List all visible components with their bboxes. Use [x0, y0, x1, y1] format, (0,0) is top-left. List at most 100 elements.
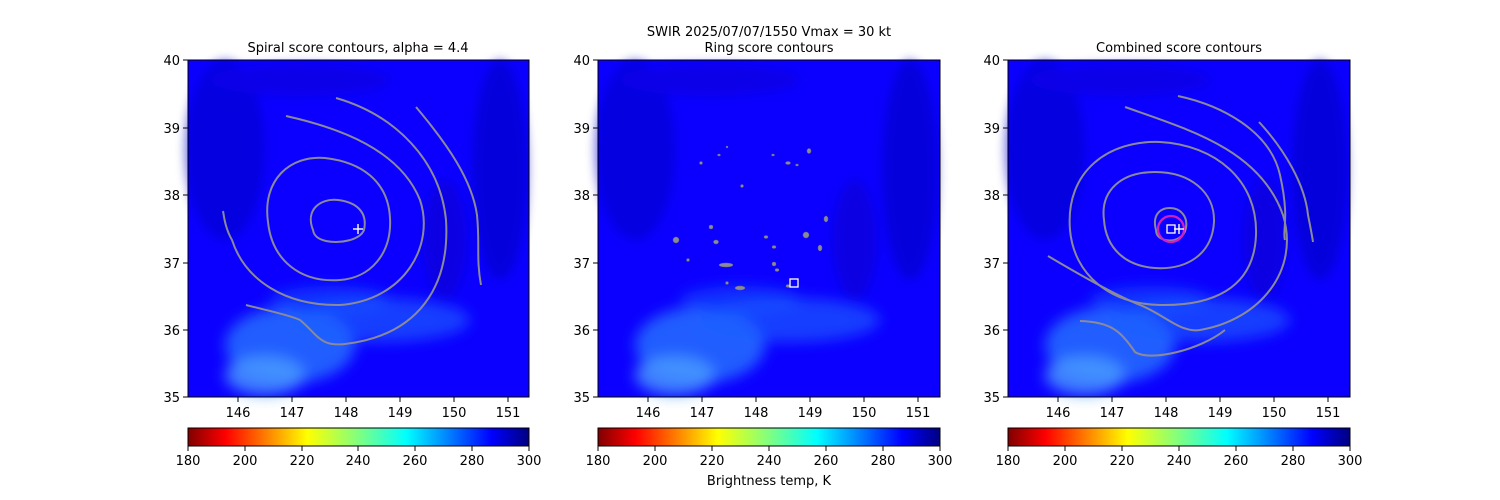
- colorbar-tick-label: 240: [1167, 454, 1192, 469]
- contour-line: [1258, 121, 1314, 243]
- x-tick-label: 146: [636, 406, 661, 421]
- colorbar-label: Brightness temp, K: [707, 474, 832, 489]
- contour-blob: [717, 153, 721, 157]
- colorbar-gradient: [597, 427, 941, 447]
- dark-cloud-bands: [595, 60, 938, 300]
- score-contours: [1047, 95, 1314, 357]
- contour-blob: [708, 224, 714, 230]
- x-tick-label: 150: [1262, 406, 1287, 421]
- x-tick-label: 148: [1154, 406, 1179, 421]
- satellite-image: [185, 60, 529, 397]
- contour-line: [1079, 320, 1226, 357]
- contour-line: [1047, 106, 1288, 332]
- contour-blob: [771, 261, 777, 267]
- contour-blob: [771, 245, 777, 249]
- y-axis: 40 39 38 37 36 35: [983, 54, 1008, 406]
- x-tick-label: 149: [1208, 406, 1233, 421]
- x-tick-label: 148: [334, 406, 359, 421]
- y-axis: 40 39 38 37 36 35: [163, 54, 188, 406]
- x-axis: 146 147 148 149 150 151: [1046, 397, 1341, 421]
- contour-blob: [763, 235, 769, 239]
- colorbar-tick-label: 240: [346, 454, 371, 469]
- colorbar-tick-label: 180: [586, 454, 611, 469]
- colorbar-tick-label: 300: [517, 454, 542, 469]
- contour-blob: [823, 215, 829, 223]
- panel-spiral: Spiral score contours, alpha = 4.4: [163, 41, 541, 469]
- contour-blob: [672, 236, 680, 244]
- y-tick-label: 39: [163, 122, 180, 137]
- center-plus-marker: [1174, 224, 1184, 234]
- x-axis: 146 147 148 149 150 151: [636, 397, 931, 421]
- contour-blob: [725, 281, 729, 285]
- dark-cloud-bands: [1005, 60, 1348, 300]
- x-tick-label: 146: [226, 406, 251, 421]
- colorbar-tick-label: 220: [1110, 454, 1135, 469]
- contour-blob: [802, 231, 810, 239]
- y-tick-label: 35: [573, 391, 590, 406]
- x-tick-label: 149: [388, 406, 413, 421]
- contour-line: [310, 198, 366, 243]
- cloud-band: [1045, 286, 1290, 395]
- colorbar: 180 200 220 240 260 280 300 Brightness t…: [586, 427, 953, 489]
- panel-title: Spiral score contours, alpha = 4.4: [247, 41, 468, 56]
- colorbar-tick-label: 300: [1338, 454, 1363, 469]
- figure-suptitle: SWIR 2025/07/07/1550 Vmax = 30 kt: [647, 25, 891, 40]
- satellite-image: [595, 60, 940, 397]
- y-tick-label: 37: [983, 257, 1000, 272]
- y-tick-label: 40: [983, 54, 1000, 69]
- colorbar-tick-label: 260: [814, 454, 839, 469]
- y-axis: 40 39 38 37 36 35: [573, 54, 598, 406]
- contour-blob: [686, 258, 690, 262]
- contour-blob: [740, 184, 744, 188]
- colorbar-tick-label: 280: [871, 454, 896, 469]
- y-tick-label: 36: [573, 324, 590, 339]
- x-tick-label: 151: [1316, 406, 1341, 421]
- colorbar-tick-label: 240: [757, 454, 782, 469]
- panel-title: Ring score contours: [704, 41, 833, 56]
- plot-frame: [597, 59, 941, 398]
- cloud-band: [225, 286, 470, 395]
- y-tick-label: 35: [163, 391, 180, 406]
- contour-line: [222, 115, 425, 307]
- colorbar-tick-label: 300: [928, 454, 953, 469]
- y-tick-label: 36: [983, 324, 1000, 339]
- contour-blob: [718, 262, 734, 268]
- contour-blob: [771, 153, 775, 157]
- colorbar-tick-label: 180: [176, 454, 201, 469]
- colorbar-tick-label: 220: [290, 454, 315, 469]
- colorbar-gradient: [1007, 427, 1351, 447]
- contour-line: [245, 97, 448, 346]
- x-tick-label: 150: [852, 406, 877, 421]
- contour-blob: [795, 163, 799, 167]
- contour-line: [1102, 170, 1216, 270]
- x-tick-label: 151: [496, 406, 521, 421]
- x-axis: 146 147 148 149 150 151: [226, 397, 521, 421]
- contour-blob: [699, 161, 703, 165]
- colorbar: 180 200 220 240 260 280 300: [176, 427, 542, 469]
- cloud-band: [635, 286, 880, 395]
- x-tick-label: 146: [1046, 406, 1071, 421]
- center-square-marker: [789, 278, 799, 288]
- x-tick-label: 149: [798, 406, 823, 421]
- plot-frame: [187, 59, 530, 398]
- panel-ring: Ring score contours: [573, 41, 952, 489]
- y-tick-label: 39: [983, 122, 1000, 137]
- colorbar-gradient: [187, 427, 530, 447]
- colorbar-tick-label: 260: [403, 454, 428, 469]
- contour-line: [415, 106, 482, 286]
- dark-cloud-bands: [185, 60, 528, 300]
- contour-blob: [785, 161, 791, 165]
- colorbar: 180 200 220 240 260 280 300: [996, 427, 1363, 469]
- y-tick-label: 38: [983, 189, 1000, 204]
- ring-score-blobs: [672, 145, 829, 291]
- x-tick-label: 150: [442, 406, 467, 421]
- y-tick-label: 39: [573, 122, 590, 137]
- contour-blob: [806, 148, 812, 154]
- contour-blob: [734, 285, 746, 291]
- x-tick-label: 147: [1100, 406, 1125, 421]
- y-tick-label: 38: [573, 189, 590, 204]
- contour-blob: [713, 239, 719, 245]
- contour-blob: [725, 145, 729, 149]
- x-tick-label: 151: [906, 406, 931, 421]
